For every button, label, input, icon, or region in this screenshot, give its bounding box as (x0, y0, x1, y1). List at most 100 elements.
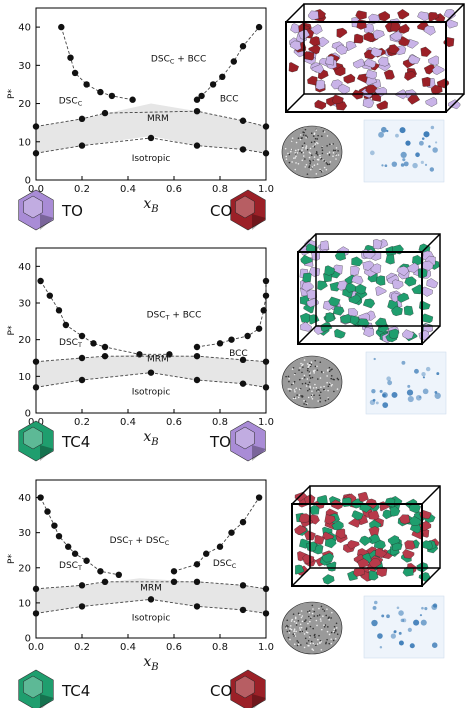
region-label-sub: C (78, 100, 83, 108)
disk-speck (320, 620, 322, 622)
disk-speck (314, 383, 316, 386)
particle (409, 502, 421, 514)
particle (311, 64, 324, 74)
disk-speck (313, 140, 316, 143)
y-tick-label: 0 (25, 634, 31, 645)
legend-label: CO (210, 202, 232, 220)
disk-speck (288, 377, 290, 380)
disk-speck (316, 142, 319, 145)
disk-speck (319, 642, 321, 645)
data-point (228, 529, 235, 536)
diffraction-spot (391, 161, 398, 167)
particle (420, 286, 433, 297)
disk-speck (291, 368, 294, 370)
particle (368, 534, 381, 545)
diffraction-spot (405, 140, 411, 146)
disk-speck (309, 162, 311, 165)
diffraction-spot (428, 145, 431, 148)
disk-speck (336, 633, 339, 635)
disk-speck (332, 152, 335, 154)
particle (322, 574, 335, 585)
disk-speck (311, 394, 314, 396)
disk-speck (315, 173, 318, 175)
particle (300, 321, 312, 332)
disk-speck (309, 161, 312, 163)
bond-order-disk-icon (281, 601, 343, 655)
x-tick-label: 0.6 (166, 642, 182, 653)
disk-speck (293, 628, 296, 630)
disk-speck (317, 390, 319, 392)
diffraction-spot (419, 614, 423, 617)
diffraction-spot (373, 357, 376, 361)
disk-speck (324, 399, 327, 402)
region-label: Isotropic (132, 154, 171, 164)
disk-speck (303, 400, 305, 402)
y-tick-label: 40 (18, 262, 31, 273)
data-point (67, 54, 74, 61)
data-point (78, 603, 86, 610)
diffraction-spot (379, 645, 383, 649)
disk-speck (293, 620, 296, 623)
data-point (262, 384, 270, 391)
data-point (170, 578, 178, 586)
diffraction-spot (377, 633, 383, 639)
polyhedron-face (235, 426, 255, 450)
disk-speck (295, 624, 298, 626)
particle (425, 96, 438, 107)
data-point (58, 23, 65, 31)
bond-order-disk-icon (281, 355, 343, 409)
particle (397, 292, 410, 303)
region-label-suffix: + BCC (174, 55, 206, 65)
region-label-sub: T (128, 539, 133, 547)
disk-speck (300, 616, 303, 619)
disk-speck (305, 146, 307, 149)
disk-speck (316, 163, 319, 165)
diffraction-spot (395, 133, 399, 138)
region-label: BCC (220, 95, 239, 105)
phase-boundary-line (35, 137, 267, 154)
disk-speck (318, 394, 321, 397)
box-edge (445, 93, 465, 113)
polyhedron-face (235, 675, 255, 699)
polyhedron-shade (252, 214, 266, 230)
diffraction-spot (386, 614, 390, 619)
diffraction-spot (386, 376, 391, 381)
polyhedron-body (18, 189, 54, 231)
particle (387, 535, 400, 546)
diffraction-spot (415, 394, 422, 401)
disk-speck (313, 610, 316, 613)
disk-speck (288, 161, 291, 164)
disk-speck (312, 387, 315, 389)
disk-speck (303, 142, 306, 144)
diffraction-spot (379, 389, 383, 393)
disk-speck (307, 366, 310, 368)
disk-speck (301, 620, 304, 623)
disk-speck (321, 149, 324, 152)
disk-speck (319, 168, 321, 171)
disk-speck (291, 140, 293, 143)
disk-speck (297, 149, 300, 151)
diffraction-spot (431, 642, 438, 648)
particle (372, 29, 385, 40)
disk-speck (316, 615, 319, 617)
disk-speck (315, 619, 318, 622)
disk-speck (336, 388, 339, 390)
diffraction-spot (400, 618, 405, 623)
disk-speck (292, 382, 295, 385)
data-point (193, 376, 201, 384)
disk-speck (313, 132, 316, 135)
disk-speck (295, 155, 297, 158)
disk-speck (320, 641, 322, 643)
disk-speck (322, 608, 324, 611)
disk-speck (293, 157, 295, 159)
phase-boundary-line (60, 26, 133, 101)
disk-speck (300, 610, 303, 612)
disk-speck (308, 371, 311, 373)
region-label-sub: T (165, 314, 170, 322)
x-tick-label: 0.6 (166, 417, 182, 428)
disk-speck (336, 377, 339, 380)
disk-speck (284, 147, 287, 150)
disk-speck (293, 630, 296, 632)
